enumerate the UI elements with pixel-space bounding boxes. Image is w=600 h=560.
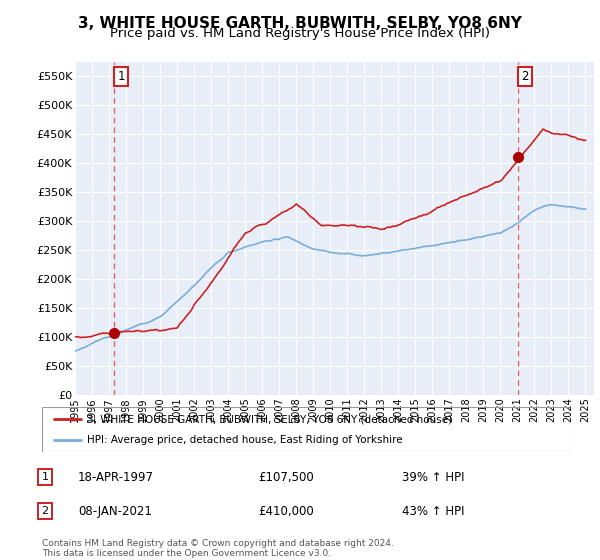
Text: £410,000: £410,000 [258, 505, 314, 518]
Text: £107,500: £107,500 [258, 470, 314, 484]
Text: 18-APR-1997: 18-APR-1997 [78, 470, 154, 484]
Text: Contains HM Land Registry data © Crown copyright and database right 2024.
This d: Contains HM Land Registry data © Crown c… [42, 539, 394, 558]
Text: 08-JAN-2021: 08-JAN-2021 [78, 505, 152, 518]
Text: 3, WHITE HOUSE GARTH, BUBWITH, SELBY, YO8 6NY (detached house): 3, WHITE HOUSE GARTH, BUBWITH, SELBY, YO… [87, 414, 452, 424]
Text: 1: 1 [118, 71, 125, 83]
Text: 2: 2 [41, 506, 49, 516]
Text: Price paid vs. HM Land Registry's House Price Index (HPI): Price paid vs. HM Land Registry's House … [110, 27, 490, 40]
Text: 1: 1 [41, 472, 49, 482]
Text: 2: 2 [521, 71, 529, 83]
Text: HPI: Average price, detached house, East Riding of Yorkshire: HPI: Average price, detached house, East… [87, 435, 403, 445]
Text: 3, WHITE HOUSE GARTH, BUBWITH, SELBY, YO8 6NY: 3, WHITE HOUSE GARTH, BUBWITH, SELBY, YO… [78, 16, 522, 31]
Text: 43% ↑ HPI: 43% ↑ HPI [402, 505, 464, 518]
Text: 39% ↑ HPI: 39% ↑ HPI [402, 470, 464, 484]
